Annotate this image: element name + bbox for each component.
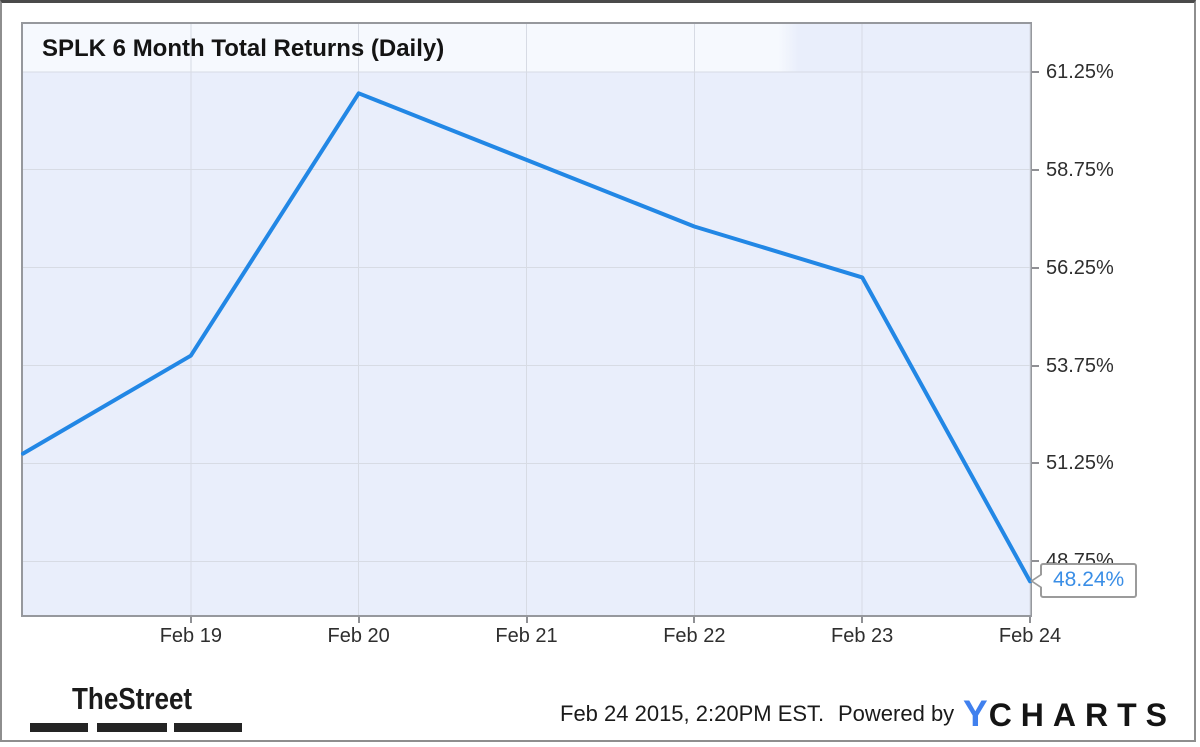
- y-axis-label: 61.25%: [1046, 60, 1114, 83]
- y-axis-tick: [1032, 266, 1039, 269]
- x-axis-tick: [693, 617, 696, 623]
- x-axis-tick: [357, 617, 360, 623]
- y-axis-tick: [1032, 168, 1039, 171]
- series-line-splk: [21, 91, 1032, 584]
- plot-svg: [21, 24, 1032, 615]
- y-axis: 61.25% 58.75% 56.25% 53.75% 51.25% 48.75%: [1032, 24, 1197, 615]
- chart-container: SPLK 6 Month Total Returns (Daily): [21, 22, 1032, 617]
- thestreet-logo: TheStreet: [72, 681, 193, 716]
- thestreet-underline-bar: [97, 723, 167, 732]
- y-axis-label: 58.75%: [1046, 158, 1114, 181]
- y-axis-tick: [1032, 462, 1039, 465]
- last-value-label: 48.24%: [1053, 568, 1125, 592]
- y-axis-tick: [1032, 70, 1039, 73]
- x-axis-tick: [525, 617, 528, 623]
- y-axis-label: 51.25%: [1046, 452, 1114, 475]
- footer-timestamp: Feb 24 2015, 2:20PM EST.: [560, 701, 825, 726]
- plot-area: SPLK 6 Month Total Returns (Daily): [21, 24, 1032, 615]
- thestreet-underline-bar: [30, 723, 88, 732]
- x-axis-label: Feb 23: [831, 625, 894, 647]
- y-axis-tick: [1032, 560, 1039, 563]
- x-axis-label: Feb 19: [159, 625, 222, 647]
- thestreet-underline-bar: [174, 723, 242, 732]
- chart-title: SPLK 6 Month Total Returns (Daily): [42, 35, 445, 62]
- y-axis-tick: [1032, 364, 1039, 367]
- ycharts-logo-y: Y: [963, 693, 989, 734]
- y-axis-label: 53.75%: [1046, 354, 1114, 377]
- last-value-callout: 48.24%: [1029, 563, 1138, 599]
- x-axis-tick: [861, 617, 864, 623]
- x-axis: Feb 19 Feb 20 Feb 21 Feb 22 Feb 23 Feb 24: [23, 617, 1061, 659]
- ycharts-logo: YCHARTS: [963, 693, 1176, 735]
- x-axis-label: Feb 20: [327, 625, 390, 647]
- powered-by-label: Powered by: [838, 701, 955, 726]
- x-axis-tick: [189, 617, 192, 623]
- y-axis-label: 56.25%: [1046, 256, 1114, 279]
- x-axis-label: Feb 21: [495, 625, 558, 647]
- x-axis-label: Feb 22: [663, 625, 726, 647]
- ycharts-logo-charts: CHARTS: [988, 697, 1177, 733]
- x-axis-label: Feb 24: [998, 625, 1062, 647]
- x-axis-tick: [1029, 617, 1031, 623]
